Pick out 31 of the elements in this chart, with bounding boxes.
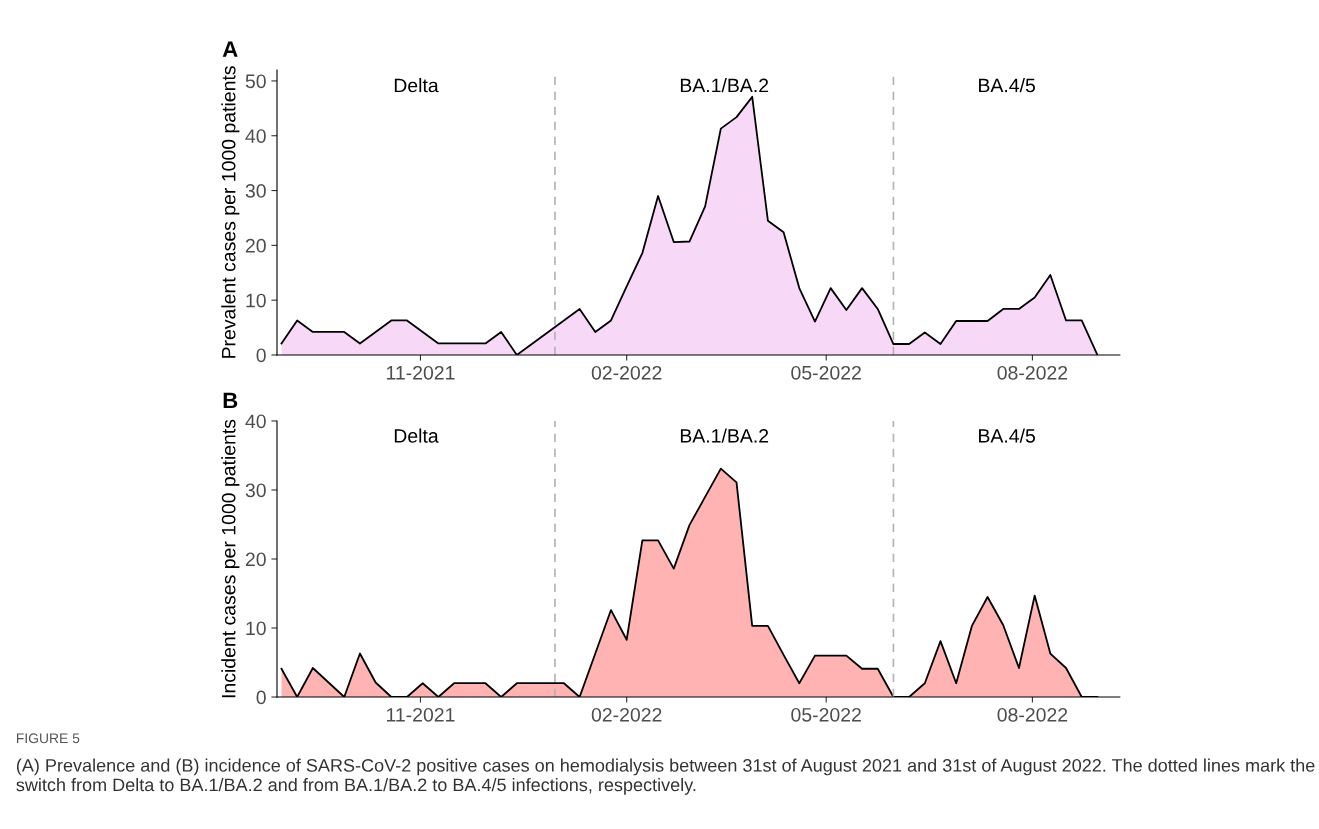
chart-title: A bbox=[222, 41, 238, 57]
y-tick-label: 30 bbox=[245, 483, 266, 498]
x-tick-label: 02-2022 bbox=[591, 707, 662, 722]
y-tick-label: 20 bbox=[245, 552, 266, 567]
text: (A) Prevalence and (B) incidence of SARS-CoV-2 positive cases on hemodialysis between 31st of August 2021 and 31st of August 2022. The dotted lines mark the switch from Delta to BA.1/BA.2 and from BA.1/BA.2 to BA.4/5 infections, respectively. bbox=[16, 758, 1315, 795]
y-axis-title: Prevalent cases per 1000 patients bbox=[221, 66, 240, 358]
annotation: BA.4/5 bbox=[979, 428, 1035, 443]
caption: FIGURE 5 bbox=[16, 733, 80, 744]
x-tick-label: 05-2022 bbox=[791, 365, 861, 380]
y-tick-label: 40 bbox=[245, 129, 266, 143]
y-tick-label: 10 bbox=[246, 621, 266, 636]
y-tick-label: 10 bbox=[246, 293, 266, 308]
annotation: BA.1/BA.2 bbox=[680, 78, 769, 93]
annotation: BA.4/5 bbox=[979, 78, 1035, 93]
x-tick-label: 11-2021 bbox=[386, 365, 455, 380]
y-tick-label: 0 bbox=[256, 348, 266, 363]
chart-title: B bbox=[223, 392, 238, 409]
y-tick-label: 0 bbox=[256, 690, 266, 705]
x-tick-label: 08-2022 bbox=[997, 365, 1068, 380]
y-tick-label: 30 bbox=[245, 184, 266, 198]
x-tick-label: 11-2021 bbox=[386, 707, 455, 722]
y-axis-title: Incident cases per 1000 patients bbox=[221, 419, 240, 698]
x-tick-label: 08-2022 bbox=[997, 707, 1068, 722]
y-tick-label: 50 bbox=[245, 74, 266, 89]
y-tick-label: 20 bbox=[245, 238, 266, 253]
annotation: Delta bbox=[394, 428, 439, 443]
annotation: BA.1/BA.2 bbox=[680, 428, 769, 443]
y-tick-label: 40 bbox=[245, 414, 266, 429]
x-tick-label: 05-2022 bbox=[791, 707, 861, 722]
annotation: Delta bbox=[394, 78, 439, 93]
x-tick-label: 02-2022 bbox=[591, 365, 662, 380]
